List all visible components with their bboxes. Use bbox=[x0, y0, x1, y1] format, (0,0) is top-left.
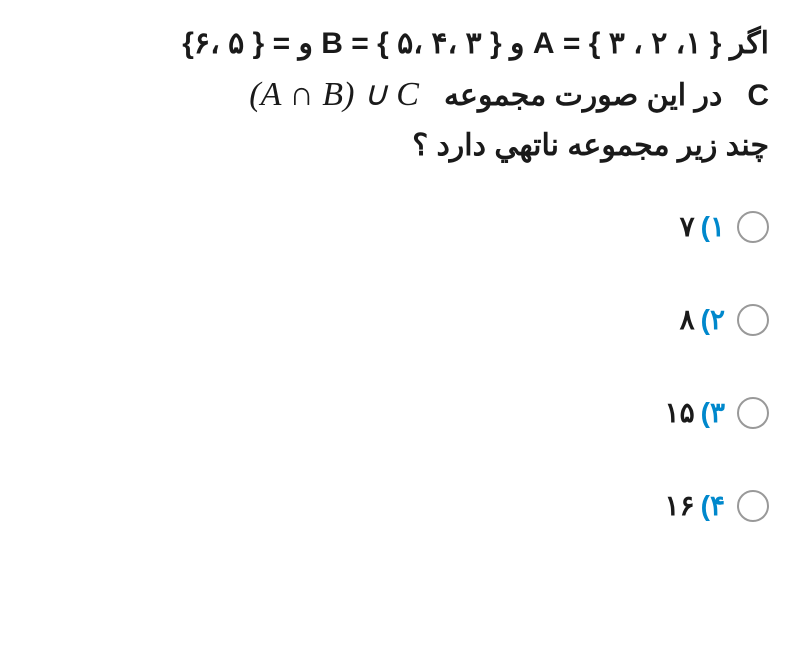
line3: چند زیر مجموعه ناتهي دارد ؟ bbox=[412, 129, 769, 162]
option-value: ۱۶ bbox=[665, 489, 695, 522]
set-c-prefix: = { ۵ ،۶} bbox=[182, 27, 290, 60]
option-number: ۲) bbox=[701, 303, 725, 336]
radio-icon[interactable] bbox=[737, 211, 769, 243]
options-list: ۱) ۷ ۲) ۸ ۳) ۱۵ ۴) ۱۶ bbox=[30, 210, 769, 522]
option-number: ۱) bbox=[701, 210, 725, 243]
option-label: ۱) ۷ bbox=[680, 210, 725, 243]
option-value: ۸ bbox=[680, 303, 695, 336]
radio-icon[interactable] bbox=[737, 490, 769, 522]
option-number: ۳) bbox=[701, 396, 725, 429]
set-a-value: { ۱، ۲ ، ۳ } bbox=[589, 27, 722, 60]
option-number: ۴) bbox=[701, 489, 725, 522]
line2: در این صورت مجموعه bbox=[444, 79, 722, 112]
option-value: ۱۵ bbox=[665, 396, 695, 429]
math-expression: (A ∩ B) ∪ C bbox=[249, 76, 419, 113]
option-label: ۲) ۸ bbox=[680, 303, 725, 336]
question-text: اگر { ۱، ۲ ، ۳ } = A و { ۳ ،۴ ،۵ } = B و… bbox=[30, 20, 769, 170]
option-label: ۴) ۱۶ bbox=[665, 489, 725, 522]
option-4[interactable]: ۴) ۱۶ bbox=[50, 489, 769, 522]
and1: و bbox=[510, 27, 525, 60]
set-b-value: { ۳ ،۴ ،۵ } bbox=[377, 27, 501, 60]
radio-icon[interactable] bbox=[737, 397, 769, 429]
option-label: ۳) ۱۵ bbox=[665, 396, 725, 429]
q-prefix: اگر bbox=[730, 27, 769, 60]
set-b-label: B bbox=[321, 27, 343, 60]
option-1[interactable]: ۱) ۷ bbox=[50, 210, 769, 243]
and2: و bbox=[298, 27, 313, 60]
radio-icon[interactable] bbox=[737, 304, 769, 336]
option-2[interactable]: ۲) ۸ bbox=[50, 303, 769, 336]
option-3[interactable]: ۳) ۱۵ bbox=[50, 396, 769, 429]
set-c-label: C bbox=[747, 79, 769, 112]
set-a-label: A bbox=[533, 27, 555, 60]
option-value: ۷ bbox=[680, 210, 695, 243]
